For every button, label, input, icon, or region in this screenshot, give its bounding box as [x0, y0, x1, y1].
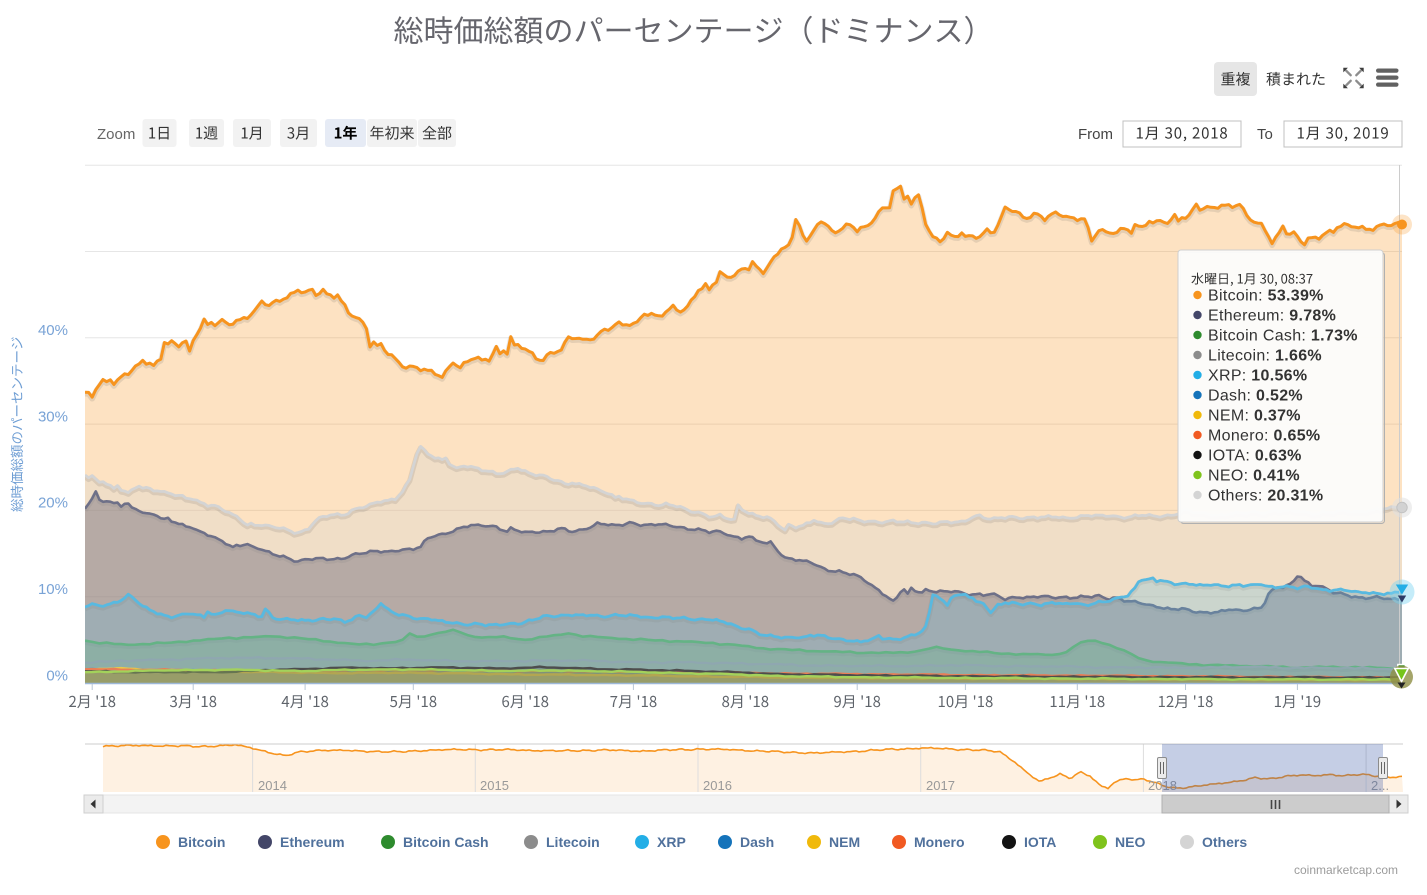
svg-text:Ethereum: 9.78%: Ethereum: 9.78%	[1208, 308, 1336, 325]
svg-text:10%: 10%	[38, 581, 68, 598]
svg-text:NEM: 0.37%: NEM: 0.37%	[1208, 408, 1301, 425]
svg-text:Zoom: Zoom	[97, 126, 135, 143]
svg-text:Bitcoin Cash: Bitcoin Cash	[403, 834, 489, 850]
svg-text:Litecoin: 1.66%: Litecoin: 1.66%	[1208, 348, 1322, 365]
svg-text:Bitcoin Cash: 1.73%: Bitcoin Cash: 1.73%	[1208, 328, 1358, 345]
svg-text:0%: 0%	[46, 667, 68, 684]
svg-text:Bitcoin: Bitcoin	[178, 834, 225, 850]
svg-text:Litecoin: Litecoin	[546, 834, 600, 850]
svg-text:Monero: Monero	[914, 834, 965, 850]
svg-text:NEO: NEO	[1115, 834, 1145, 850]
svg-text:IOTA: IOTA	[1024, 834, 1056, 850]
svg-text:30%: 30%	[38, 408, 68, 425]
svg-text:2016: 2016	[703, 778, 732, 793]
svg-text:2018: 2018	[1148, 778, 1177, 793]
svg-text:Bitcoin: 53.39%: Bitcoin: 53.39%	[1208, 288, 1324, 305]
svg-text:From: From	[1078, 126, 1113, 143]
svg-text:coinmarketcap.com: coinmarketcap.com	[1294, 863, 1398, 877]
svg-text:Ethereum: Ethereum	[280, 834, 345, 850]
svg-text:Others: 20.31%: Others: 20.31%	[1208, 488, 1323, 505]
svg-text:40%: 40%	[38, 322, 68, 339]
svg-text:2017: 2017	[926, 778, 955, 793]
svg-text:Monero: 0.65%: Monero: 0.65%	[1208, 428, 1320, 445]
svg-text:NEO: 0.41%: NEO: 0.41%	[1208, 468, 1300, 485]
svg-text:NEM: NEM	[829, 834, 860, 850]
svg-text:2014: 2014	[258, 778, 287, 793]
svg-text:IOTA: 0.63%: IOTA: 0.63%	[1208, 448, 1302, 465]
svg-text:XRP: XRP	[657, 834, 686, 850]
svg-text:To: To	[1257, 126, 1273, 143]
svg-text:Others: Others	[1202, 834, 1247, 850]
svg-text:20%: 20%	[38, 495, 68, 512]
svg-text:XRP: 10.56%: XRP: 10.56%	[1208, 368, 1307, 385]
svg-text:2...: 2...	[1371, 778, 1389, 793]
svg-text:Dash: 0.52%: Dash: 0.52%	[1208, 388, 1303, 405]
svg-text:Dash: Dash	[740, 834, 774, 850]
svg-text:2015: 2015	[480, 778, 509, 793]
